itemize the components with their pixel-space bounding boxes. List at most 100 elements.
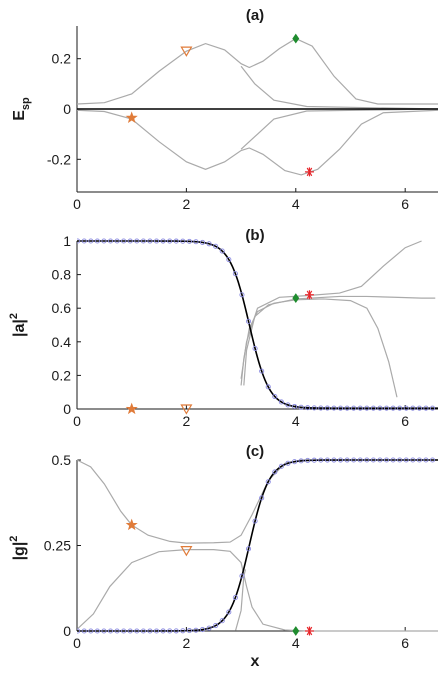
panel-c-sample-circle <box>305 457 311 464</box>
panel-b-sample-circle <box>410 405 416 411</box>
panel-a-ylabel-sub: sp <box>20 97 32 110</box>
panel-c-sample-circle <box>252 518 258 524</box>
panel-b-sample-circle <box>377 405 383 411</box>
panel-c-sample-circle <box>232 594 238 601</box>
panel-c-sample-circle <box>245 546 252 552</box>
panel-c-diamond-marker <box>292 626 300 636</box>
panel-a-y-tick-label: -0.2 <box>47 151 71 167</box>
panel-b-sample-circle <box>107 238 114 244</box>
panel-a-series-line <box>77 37 438 105</box>
panel-c-sample-circle <box>397 457 403 463</box>
panel-b-sample-circle <box>81 238 87 244</box>
panel-b-sample-circle <box>160 238 166 244</box>
panel-b-sample-circle <box>153 238 160 244</box>
panel-b-sample-circle <box>127 238 133 244</box>
panel-b-y-tick-label: 0.4 <box>52 334 72 350</box>
panel-a-plot-area <box>77 37 438 176</box>
panel-b-sample-circle <box>344 405 350 411</box>
panel-b-sample-circle <box>239 292 245 298</box>
panel-c-sample-circle <box>390 457 396 463</box>
panel-c-sample-circle <box>134 628 140 634</box>
panel-b-plot-area <box>77 238 438 411</box>
panel-c-series-line <box>235 569 247 631</box>
panel-b-sample-circle <box>272 393 278 400</box>
panel-c-sample-circle <box>127 628 133 634</box>
panel-b-sample-circle <box>140 238 146 244</box>
panel-c-xlabel: x <box>251 653 260 670</box>
panel-c-sample-circle <box>167 628 173 634</box>
panel-c-x-tick-label: 2 <box>182 635 190 651</box>
panel-c-sample-circle <box>101 628 107 634</box>
panel-b-sample-circle <box>390 405 396 411</box>
panel-c-sample-circle <box>337 457 344 463</box>
panel-a-triangle-down-marker <box>180 46 193 57</box>
panel-c-sample-circle <box>180 628 186 634</box>
panel-b-ylabel: |a|2 <box>8 313 28 337</box>
panel-a-y-tick-label: 0 <box>63 101 71 117</box>
panel-b-sample-circle <box>226 256 232 263</box>
panel-c-y-tick-label: 0.25 <box>44 538 71 554</box>
panel-b-sample-circle <box>357 405 363 411</box>
panel-c-sample-circle <box>318 457 324 463</box>
panel-c-x-tick-label: 6 <box>401 635 409 651</box>
panel-a-x-tick-label: 6 <box>401 196 409 212</box>
panel-b-sample-circle <box>232 271 238 277</box>
panel-c-sample-circle <box>193 627 199 633</box>
panel-a-y-tick-label: 0.2 <box>52 51 72 67</box>
panel-b-y-tick-label: 0.2 <box>52 367 72 383</box>
panel-b-sample-circle <box>285 402 291 408</box>
panel-b-sample-circle <box>318 405 324 411</box>
panel-a-star-marker <box>125 111 138 123</box>
panel-b-sample-circle <box>370 405 376 411</box>
panel-b-sample-circle <box>245 318 252 324</box>
panel-c-sample-circle <box>357 457 363 463</box>
panel-c-sample-circle <box>351 457 357 463</box>
panel-c-sample-circle <box>153 628 160 634</box>
panel-c-y-tick-label: 0.5 <box>52 452 72 468</box>
panel-b-series-line <box>243 295 436 386</box>
panel-b-sample-circle <box>173 238 179 244</box>
panel-c-sample-circle <box>199 626 206 633</box>
panel-c-sample-circle <box>364 457 370 463</box>
panel-b-sample-circle <box>167 238 173 244</box>
panel-c-sample-circle <box>140 628 146 634</box>
panel-b-y-tick-label: 0.8 <box>52 267 72 283</box>
panel-c-sample-circle <box>186 628 192 634</box>
panel-a-diamond-marker <box>292 33 300 44</box>
panel-c-star-marker <box>125 518 138 531</box>
panel-c-sample-circle <box>311 457 317 463</box>
panel-a-series-line <box>240 108 438 150</box>
panel-c-sample-circle <box>272 469 278 475</box>
panel-c-sample-circle <box>121 628 127 634</box>
panel-c-sample-circle <box>107 628 114 634</box>
panel-a-title: (a) <box>246 7 264 24</box>
panel-b-x-tick-label: 6 <box>401 413 409 429</box>
panel-c-sample-circle <box>344 457 350 463</box>
panel-b-sample-circle <box>213 243 219 249</box>
panel-c-y-tick-label: 0 <box>63 623 71 639</box>
panel-b-diamond-marker <box>292 293 300 304</box>
panel-b-sample-circle <box>219 248 225 254</box>
panel-a-x-tick-label: 4 <box>292 196 300 212</box>
panel-c-sample-circle <box>213 623 219 629</box>
panel-c-sample-circle <box>370 457 376 463</box>
panel-c-sample-circle <box>81 628 87 634</box>
panel-c-sample-circle <box>88 628 94 634</box>
panel-c-x-tick-label: 0 <box>73 635 81 651</box>
panel-c-sample-circle <box>291 459 298 465</box>
panel-b-x-tick-label: 2 <box>182 413 190 429</box>
panel-a-x-tick-label: 2 <box>182 196 190 212</box>
panel-b-triangle-down-marker <box>180 404 193 415</box>
panel-c-sample-circle <box>77 628 81 634</box>
panel-b-sample-circle <box>403 405 409 411</box>
panel-b-title: (b) <box>245 227 264 244</box>
panel-a-ylabel: Esp <box>11 97 32 121</box>
panel-a-series-line <box>77 109 438 176</box>
panel-c-triangle-down-marker <box>180 546 193 557</box>
panel-b-sample-circle <box>186 238 192 244</box>
panel-c-sample-circle <box>160 628 166 634</box>
panel-b-sample-circle <box>383 405 390 411</box>
panel-c: (c) |g|2 x 0 2 4 6 0.5 0.25 0 <box>8 443 438 670</box>
panel-b-sample-circle <box>337 405 344 411</box>
panel-c-x-tick-label: 4 <box>292 635 300 651</box>
